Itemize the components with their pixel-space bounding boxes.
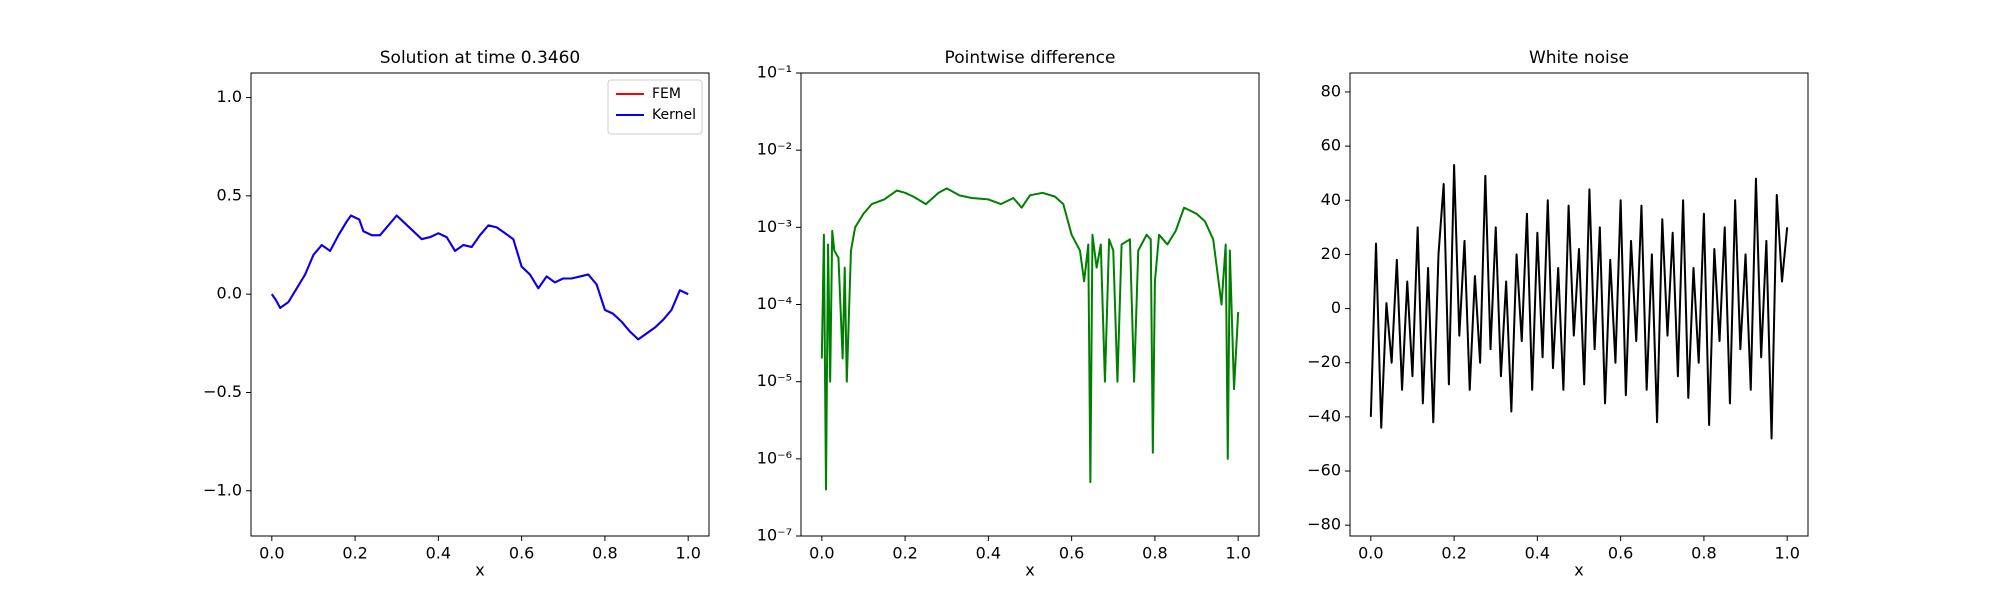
x-tick-label: 0.2 [892, 544, 917, 563]
y-tick-label: 0.5 [217, 185, 242, 204]
y-tick-label: −20 [1307, 352, 1341, 371]
axes-frame [1349, 72, 1809, 537]
x-tick-label: 0.6 [1059, 544, 1084, 563]
subplot-title: Solution at time 0.3460 [380, 48, 580, 68]
x-tick-label: 0.0 [259, 544, 284, 563]
x-axis-label: x [1574, 561, 1583, 580]
x-tick-label: 0.2 [1441, 544, 1466, 563]
y-tick-label: −60 [1307, 461, 1341, 480]
x-tick-label: 1.0 [1774, 544, 1799, 563]
y-tick-label: 1.0 [217, 87, 242, 106]
legend-label: Kernel [652, 107, 696, 123]
x-tick-label: 0.6 [1608, 544, 1633, 563]
y-tick-label: 10⁻⁶ [757, 448, 792, 467]
x-tick-label: 1.0 [1225, 544, 1250, 563]
y-tick-label: 40 [1321, 190, 1341, 209]
y-tick-label: 10⁻³ [757, 217, 792, 236]
subplot-title: Pointwise difference [945, 48, 1116, 68]
x-axis-label: x [1025, 561, 1034, 580]
axes-frame [250, 72, 710, 537]
y-tick-label: 10⁻¹ [757, 63, 792, 82]
y-tick-label: 10⁻⁴ [757, 294, 792, 313]
x-tick-label: 0.4 [976, 544, 1001, 563]
data-line [271, 214, 689, 341]
x-tick-label: 0.4 [1525, 544, 1550, 563]
legend-label: FEM [652, 86, 681, 102]
y-tick-label: 0.0 [217, 284, 242, 303]
data-line [1369, 164, 1789, 440]
y-tick-label: −40 [1307, 406, 1341, 425]
y-tick-label: 0 [1331, 298, 1341, 317]
x-axis-label: x [475, 561, 484, 580]
x-tick-label: 0.0 [809, 544, 834, 563]
x-tick-label: 1.0 [675, 544, 700, 563]
x-tick-label: 0.4 [426, 544, 451, 563]
y-tick-label: 80 [1321, 81, 1341, 100]
x-tick-label: 0.2 [342, 544, 367, 563]
subplot-title: White noise [1529, 48, 1629, 68]
x-tick-label: 0.8 [592, 544, 617, 563]
y-tick-label: 20 [1321, 244, 1341, 263]
y-tick-label: 60 [1321, 136, 1341, 155]
x-tick-label: 0.6 [509, 544, 534, 563]
y-tick-label: 10⁻⁵ [757, 371, 792, 390]
y-tick-label: −1.0 [203, 480, 242, 499]
y-tick-label: −0.5 [203, 382, 242, 401]
y-tick-label: −80 [1307, 515, 1341, 534]
x-tick-label: 0.0 [1358, 544, 1383, 563]
axes-frame [800, 72, 1260, 537]
data-line [820, 187, 1240, 491]
x-tick-label: 0.8 [1691, 544, 1716, 563]
y-tick-label: 10⁻⁷ [757, 526, 792, 545]
y-tick-label: 10⁻² [757, 140, 792, 159]
x-tick-label: 0.8 [1142, 544, 1167, 563]
